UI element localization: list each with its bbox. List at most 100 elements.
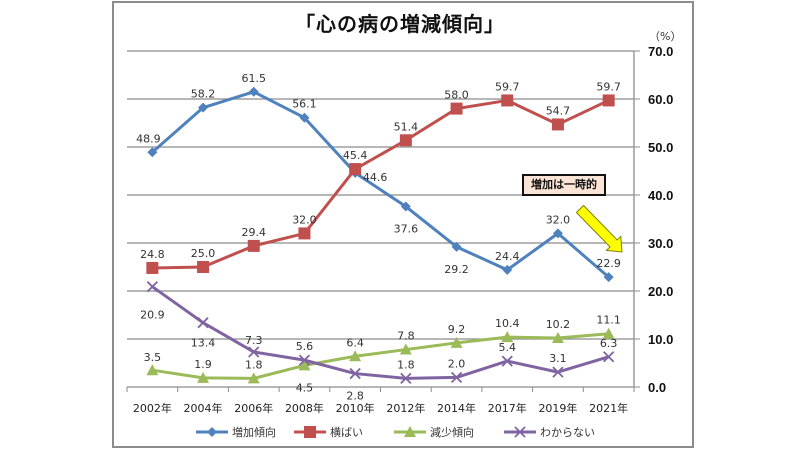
series-2 — [146, 94, 615, 274]
data-point — [400, 372, 412, 384]
series-group — [146, 86, 615, 384]
data-point — [400, 201, 411, 212]
data-labels: 48.9 58.2 61.5 56.1 44.6 37.6 29.2 24.4 32.0 22.9… — [136, 72, 621, 403]
data-label: 58.0 — [444, 89, 469, 102]
data-point — [304, 426, 316, 438]
data-label: 7.8 — [397, 330, 415, 343]
x-marker-stroke — [552, 366, 564, 378]
data-label: 3.1 — [549, 352, 567, 365]
data-point — [603, 272, 614, 283]
data-point — [248, 86, 259, 97]
data-point — [197, 317, 209, 329]
data-point — [552, 228, 563, 239]
data-label: 32.0 — [546, 213, 571, 226]
data-point — [197, 371, 210, 383]
data-point — [247, 372, 260, 384]
data-point — [349, 367, 361, 380]
data-label: 4.5 — [296, 381, 314, 394]
x-tick-label: 2004年 — [184, 401, 223, 415]
data-label: 51.4 — [394, 120, 419, 133]
data-label: 25.0 — [191, 247, 216, 260]
y-tick-label: 40.0 — [648, 188, 673, 203]
x-marker-stroke — [400, 372, 412, 384]
data-label: 54.7 — [546, 104, 571, 117]
data-label: 1.8 — [245, 358, 263, 371]
data-label: 45.4 — [343, 149, 368, 162]
data-point — [602, 327, 615, 339]
y-axis-unit: （%） — [649, 30, 682, 43]
data-label: 58.2 — [191, 88, 216, 101]
data-label: 59.7 — [596, 80, 621, 93]
x-marker-stroke — [349, 367, 361, 380]
data-point — [147, 147, 158, 158]
data-point — [146, 261, 159, 274]
data-label: 9.2 — [448, 323, 466, 336]
series-line — [151, 285, 610, 380]
data-point — [450, 336, 463, 348]
data-point — [299, 112, 310, 123]
data-point — [404, 426, 416, 437]
x-tick-label: 2008年 — [285, 401, 324, 415]
data-label: 22.9 — [596, 257, 621, 270]
data-label: 61.5 — [242, 72, 267, 85]
series-4 — [146, 281, 615, 384]
y-tick-label: 20.0 — [648, 284, 673, 299]
series-line — [151, 90, 610, 279]
legend-label: 減少傾向 — [430, 425, 474, 439]
data-label: 1.9 — [194, 358, 212, 371]
data-point — [502, 264, 513, 275]
y-tick-label: 70.0 — [648, 44, 673, 59]
series-line — [152, 332, 609, 380]
x-tick-label: 2017年 — [488, 401, 527, 415]
data-label: 5.6 — [296, 340, 314, 353]
series-line — [152, 98, 610, 270]
data-point — [450, 371, 463, 384]
data-point — [349, 350, 362, 362]
x-axis-ticks: 2002年 2004年 2006年 2008年 2010年 2012年 2014年 2017年… — [126, 387, 635, 415]
x-marker-stroke — [197, 317, 209, 329]
series-3 — [146, 327, 615, 384]
x-marker-stroke — [603, 351, 615, 363]
data-label: 6.4 — [346, 336, 364, 349]
x-tick-label: 2014年 — [437, 401, 476, 415]
annotation-callout: 増加は一時的 — [522, 174, 606, 196]
data-label: 32.0 — [292, 213, 317, 226]
x-marker-stroke — [248, 346, 260, 358]
chart-title: 「心の病の増減傾向」 — [295, 12, 505, 36]
data-point — [514, 426, 526, 438]
data-point — [399, 343, 412, 355]
legend-item: 横ばい — [294, 425, 363, 439]
data-label: 29.2 — [444, 263, 469, 276]
data-label: 3.5 — [144, 351, 162, 364]
data-point — [247, 239, 260, 252]
data-label: 20.9 — [140, 309, 165, 322]
data-label: 44.6 — [363, 171, 388, 184]
legend-item: わからない — [504, 426, 595, 439]
data-point — [399, 134, 412, 147]
data-label: 37.6 — [394, 223, 419, 236]
data-point — [602, 94, 615, 107]
data-label: 24.4 — [495, 250, 520, 263]
data-label: 56.1 — [292, 98, 317, 111]
data-label: 6.3 — [600, 337, 618, 350]
data-label: 11.1 — [596, 314, 621, 327]
x-marker-stroke — [501, 355, 513, 367]
data-point — [298, 359, 311, 371]
x-tick-label: 2006年 — [234, 401, 273, 415]
y-tick-label: 30.0 — [648, 236, 673, 251]
x-marker-stroke — [514, 426, 526, 438]
data-point — [197, 261, 210, 273]
data-label: 7.3 — [245, 334, 263, 347]
legend-label: わからない — [540, 426, 595, 439]
data-label: 5.4 — [499, 341, 517, 354]
data-point — [551, 332, 564, 344]
x-tick-label: 2012年 — [386, 401, 425, 415]
data-point — [603, 351, 615, 363]
legend-item: 減少傾向 — [394, 425, 474, 439]
y-axis-ticks: 0.0 10.0 20.0 30.0 40.0 50.0 60.0 70.0 — [634, 44, 673, 395]
data-point — [551, 118, 564, 131]
legend-label: 増加傾向 — [232, 425, 276, 439]
data-label: 10.2 — [546, 318, 571, 331]
data-point — [501, 331, 514, 343]
